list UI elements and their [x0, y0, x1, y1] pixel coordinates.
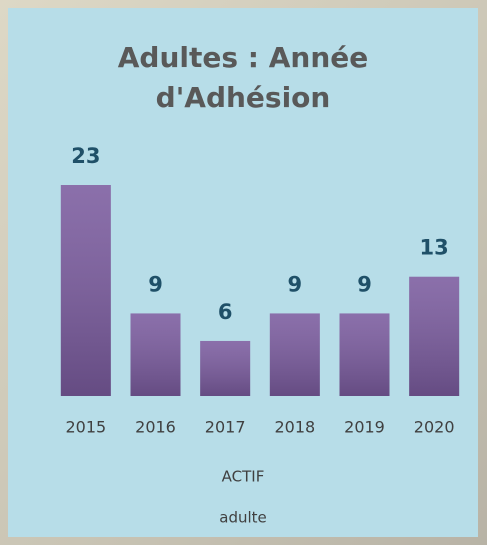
bar-shade: [339, 313, 390, 396]
bar-shade: [60, 185, 111, 396]
bar-shade: [130, 313, 181, 396]
x-tick-label: 2015: [65, 418, 106, 437]
data-label: 9: [148, 272, 163, 296]
data-label: 9: [288, 272, 303, 296]
x-tick-label: 2018: [274, 418, 315, 437]
x-tick-label: 2016: [135, 418, 176, 437]
data-label: 9: [357, 272, 372, 296]
bar-shade: [269, 313, 320, 396]
data-label: 6: [218, 300, 233, 324]
x-tick-label: 2020: [414, 418, 455, 437]
x-tick-label: 2019: [344, 418, 385, 437]
legend-entry: adulte: [219, 509, 267, 527]
data-label: 13: [420, 236, 449, 260]
chart-title: Adultes : Année d'Adhésion: [117, 41, 369, 114]
x-tick-label: 2017: [205, 418, 246, 437]
x-axis-label: ACTIF: [222, 468, 265, 486]
bar-shade: [200, 340, 251, 396]
data-label: 23: [71, 144, 100, 168]
bar-shade: [409, 276, 460, 396]
